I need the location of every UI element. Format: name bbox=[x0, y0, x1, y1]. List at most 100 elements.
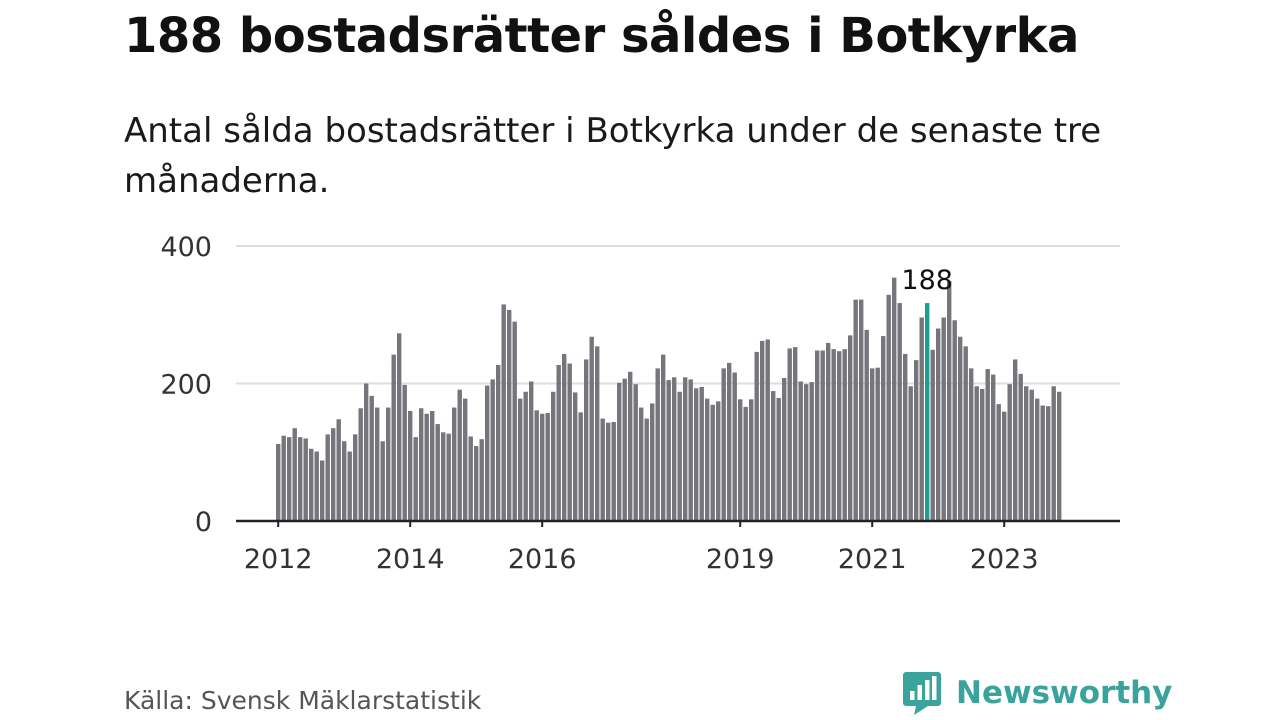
x-tick-label: 2012 bbox=[244, 544, 313, 575]
bar bbox=[617, 382, 622, 521]
bar bbox=[776, 397, 781, 521]
bar bbox=[628, 371, 633, 521]
bar bbox=[358, 408, 363, 521]
bar bbox=[292, 428, 297, 521]
bar bbox=[380, 441, 385, 521]
bar bbox=[732, 372, 737, 521]
x-tick-label: 2019 bbox=[706, 544, 775, 575]
bar bbox=[1002, 411, 1007, 521]
x-tick-label: 2023 bbox=[970, 544, 1039, 575]
bar bbox=[600, 418, 605, 521]
bar bbox=[320, 460, 325, 521]
bar bbox=[914, 360, 919, 522]
bar bbox=[556, 364, 561, 521]
y-tick-label: 400 bbox=[160, 232, 212, 263]
bar-chart: 0 200 400 188 2012 2014 2016 2019 2021 2023 bbox=[160, 232, 1120, 575]
bar bbox=[479, 439, 484, 521]
bar bbox=[848, 335, 853, 522]
bar bbox=[419, 408, 424, 521]
bar bbox=[309, 448, 314, 521]
bar bbox=[408, 411, 413, 521]
bar bbox=[584, 359, 589, 521]
bar bbox=[545, 413, 550, 521]
bar bbox=[496, 364, 501, 521]
bar bbox=[281, 435, 286, 521]
bar bbox=[875, 367, 880, 521]
bar bbox=[963, 346, 968, 522]
bar bbox=[655, 368, 660, 522]
bar bbox=[947, 281, 952, 521]
bar bbox=[842, 349, 847, 522]
bar bbox=[980, 389, 985, 521]
bar bbox=[672, 377, 677, 521]
bar bbox=[974, 386, 979, 521]
bar bbox=[424, 413, 429, 521]
highlight-value-label: 188 bbox=[901, 265, 953, 296]
brand-logo[interactable]: Newsworthy bbox=[902, 670, 1172, 716]
bar bbox=[644, 418, 649, 521]
bar bbox=[287, 437, 292, 522]
bar bbox=[336, 419, 341, 521]
bar bbox=[754, 351, 759, 522]
bar bbox=[1013, 359, 1018, 521]
bar bbox=[474, 446, 479, 521]
bar bbox=[837, 351, 842, 521]
bar bbox=[1029, 389, 1034, 521]
bar bbox=[622, 378, 627, 521]
bar bbox=[567, 363, 572, 521]
bar bbox=[771, 391, 776, 521]
bar bbox=[468, 436, 473, 521]
bar bbox=[897, 303, 902, 521]
bar bbox=[512, 321, 517, 522]
x-tick-label: 2016 bbox=[508, 544, 577, 575]
bar bbox=[727, 362, 732, 522]
bar bbox=[1024, 386, 1029, 521]
bar bbox=[886, 294, 891, 521]
bar bbox=[342, 441, 347, 521]
bar bbox=[666, 380, 671, 521]
gridlines bbox=[236, 245, 1120, 385]
bar bbox=[386, 407, 391, 521]
bar bbox=[589, 336, 594, 521]
bar bbox=[314, 451, 319, 521]
bar bbox=[864, 329, 869, 522]
bars bbox=[276, 277, 1062, 522]
bar bbox=[969, 368, 974, 522]
bar bbox=[595, 346, 600, 522]
bar bbox=[485, 385, 490, 521]
bar bbox=[820, 350, 825, 521]
bar bbox=[397, 333, 402, 521]
x-tick-label: 2021 bbox=[838, 544, 907, 575]
source-note: Källa: Svensk Mäklarstatistik bbox=[124, 686, 482, 715]
bar bbox=[276, 444, 281, 521]
bar bbox=[683, 377, 688, 521]
bar bbox=[446, 433, 451, 521]
bar bbox=[523, 391, 528, 521]
bar bbox=[1035, 398, 1040, 522]
bar bbox=[463, 398, 468, 522]
bar bbox=[452, 407, 457, 521]
bar bbox=[782, 378, 787, 521]
x-tick-label: 2014 bbox=[376, 544, 445, 575]
bar bbox=[958, 336, 963, 521]
bar bbox=[936, 328, 941, 521]
bar bbox=[908, 386, 913, 521]
bar bbox=[353, 434, 358, 522]
bar bbox=[881, 336, 886, 521]
bar bbox=[562, 353, 567, 521]
bar bbox=[435, 424, 440, 521]
bar bbox=[573, 392, 578, 521]
bar bbox=[303, 438, 308, 521]
bar bbox=[930, 349, 935, 521]
bar bbox=[606, 422, 611, 521]
bar bbox=[1018, 373, 1023, 522]
bar bbox=[347, 451, 352, 521]
bar bbox=[716, 401, 721, 522]
bar bbox=[331, 428, 336, 521]
bar bbox=[1040, 405, 1045, 521]
bar bbox=[952, 320, 957, 521]
bar bbox=[705, 398, 710, 522]
bar bbox=[826, 342, 831, 521]
bar bbox=[490, 379, 495, 522]
chart-subtitle: Antal sålda bostadsrätter i Botkyrka und… bbox=[124, 111, 1102, 201]
